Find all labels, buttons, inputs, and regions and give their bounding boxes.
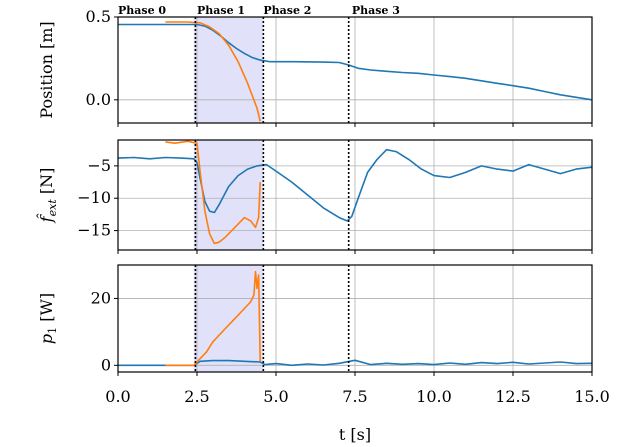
y-tick-label: −15: [77, 221, 111, 240]
phase-1-shade: [193, 265, 264, 372]
panel-1: 0.0 0.5 Position [m]: [37, 7, 593, 127]
series-2-line: [165, 21, 261, 122]
x-axis-label: t [s]: [339, 425, 371, 444]
y-tick-label: −5: [87, 156, 111, 175]
x-tick-label: 7.5: [342, 387, 367, 406]
y-axis-label: p1 [W]: [37, 293, 59, 344]
series-2-line: [165, 140, 261, 245]
phase-label: Phase 3: [352, 4, 400, 17]
phase-1-shade: [193, 140, 264, 250]
y-axis-label: f̂ext [N]: [37, 168, 59, 224]
series-1-line: [118, 359, 592, 367]
y-tick-label: −10: [77, 188, 111, 207]
x-tick-label: 2.5: [184, 387, 209, 406]
y-tick-label: 0: [101, 355, 111, 374]
x-tick-label: 15.0: [574, 387, 610, 406]
panel-3: 0 20 p1 [W]: [37, 264, 593, 376]
y-tick-label: 0.5: [86, 7, 111, 26]
x-tick-label: 0.0: [105, 387, 130, 406]
series-1-line: [118, 148, 592, 222]
x-tick-label: 12.5: [495, 387, 531, 406]
phase-label: Phase 1: [197, 4, 245, 17]
series-2-line: [165, 270, 261, 367]
y-tick-label: 0.0: [86, 90, 111, 109]
y-axis-label: Position [m]: [37, 21, 56, 118]
phase-label: Phase 2: [263, 4, 311, 17]
phase-label: Phase 0: [118, 4, 166, 17]
x-tick-label: 10.0: [416, 387, 452, 406]
panel-2: −15 −10 −5 f̂ext [N]: [37, 139, 593, 254]
x-tick-label: 5.0: [263, 387, 288, 406]
phase-1-shade: [193, 17, 264, 123]
y-tick-label: 20: [91, 288, 111, 307]
